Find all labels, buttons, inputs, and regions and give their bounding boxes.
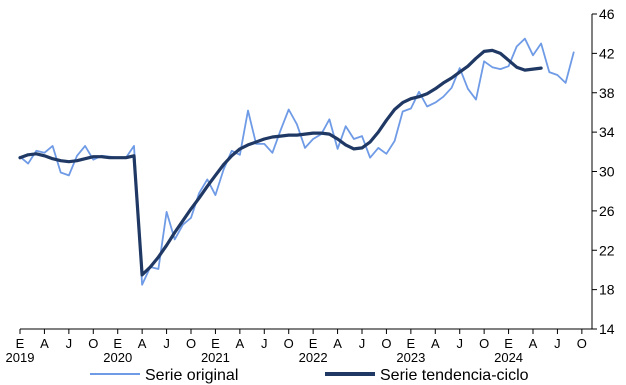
x-year-label: 2022: [299, 350, 328, 365]
x-year-label: 2023: [396, 350, 425, 365]
x-tick-label: J: [163, 336, 170, 351]
x-tick-label: O: [284, 336, 294, 351]
x-tick-label: E: [16, 336, 25, 351]
plot-area: [18, 37, 575, 286]
x-tick-label: J: [261, 336, 268, 351]
x-tick-label: O: [381, 336, 391, 351]
y-tick-label: 38: [599, 85, 615, 101]
x-tick-label: A: [529, 336, 538, 351]
x-year-label: 2021: [201, 350, 230, 365]
x-tick-label: E: [113, 336, 122, 351]
x-tick-label: E: [309, 336, 318, 351]
x-tick-label: O: [186, 336, 196, 351]
y-tick-label: 42: [599, 45, 615, 61]
legend-label-trend: Serie tendencia-ciclo: [380, 367, 529, 384]
x-tick-label: E: [211, 336, 220, 351]
x-tick-label: J: [66, 336, 73, 351]
x-tick-label: O: [577, 336, 587, 351]
x-tick-label: J: [554, 336, 561, 351]
y-tick-label: 30: [599, 164, 615, 180]
x-tick-label: J: [359, 336, 366, 351]
legend-label-original: Serie original: [145, 367, 238, 384]
x-tick-label: A: [333, 336, 342, 351]
y-tick-label: 46: [599, 6, 615, 22]
series-line-original: [19, 37, 575, 286]
x-year-label: 2019: [6, 350, 35, 365]
x-tick-label: A: [40, 336, 49, 351]
series-line-trend: [18, 48, 543, 277]
x-tick-label: A: [236, 336, 245, 351]
x-tick-label: O: [88, 336, 98, 351]
x-tick-label: O: [479, 336, 489, 351]
x-year-label: 2020: [103, 350, 132, 365]
x-year-label: 2024: [494, 350, 523, 365]
x-tick-label: A: [431, 336, 440, 351]
x-tick-label: E: [407, 336, 416, 351]
y-tick-label: 14: [599, 321, 615, 337]
y-tick-label: 34: [599, 124, 615, 140]
x-tick-label: E: [504, 336, 513, 351]
x-tick-label: A: [138, 336, 147, 351]
legend: Serie original Serie tendencia-ciclo: [90, 367, 529, 384]
y-tick-label: 22: [599, 242, 615, 258]
y-tick-label: 26: [599, 203, 615, 219]
y-tick-label: 18: [599, 282, 615, 298]
x-tick-label: J: [456, 336, 463, 351]
